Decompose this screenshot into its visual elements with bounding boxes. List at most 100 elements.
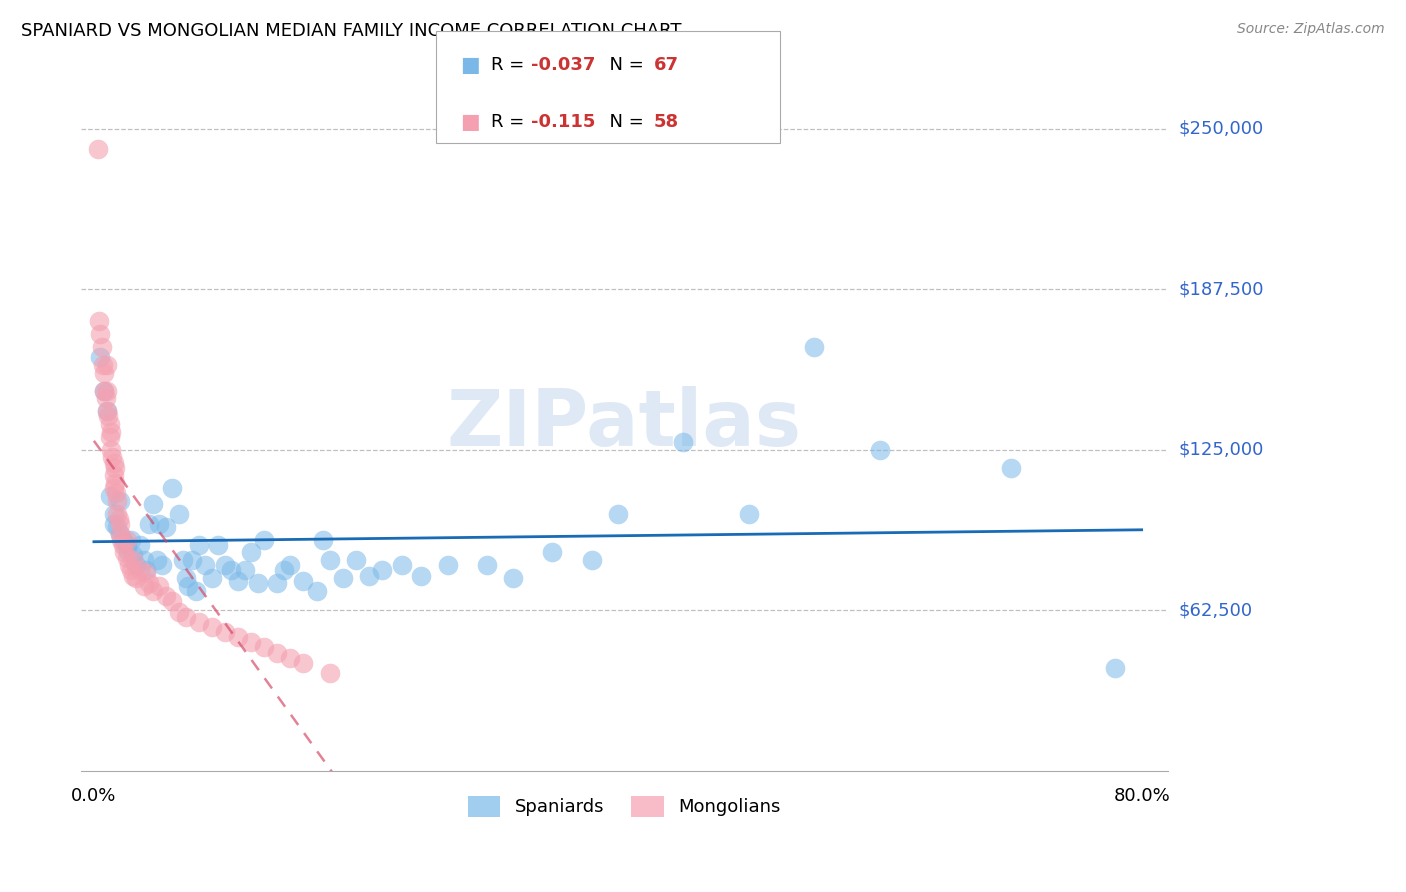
Point (148, 517, 170, 532)
Point (101, 450, 124, 465)
Text: R =: R = (491, 56, 530, 74)
Point (122, 553, 145, 567)
Point (89, 351, 111, 365)
Text: $125,000: $125,000 (1180, 441, 1264, 458)
Point (240, 545, 263, 559)
Point (120, 563, 142, 577)
Point (1104, 661, 1126, 675)
Point (103, 468, 125, 483)
Point (110, 533, 132, 547)
Point (344, 553, 367, 567)
Point (103, 507, 125, 521)
Point (177, 579, 200, 593)
Text: ZIPatlas: ZIPatlas (447, 386, 801, 462)
Point (115, 538, 138, 552)
Point (246, 576, 269, 591)
Point (475, 558, 498, 573)
Text: $62,500: $62,500 (1180, 601, 1253, 619)
Text: $250,000: $250,000 (1180, 120, 1264, 137)
Point (96, 404, 118, 418)
Point (93, 384, 115, 398)
Point (103, 481, 125, 495)
Point (280, 558, 302, 573)
Point (312, 533, 335, 547)
Point (253, 533, 276, 547)
Point (803, 340, 825, 354)
Point (96, 384, 118, 398)
Point (292, 574, 315, 588)
Point (98, 417, 121, 431)
Point (111, 538, 134, 552)
Point (305, 584, 328, 599)
Point (111, 533, 134, 547)
Point (162, 594, 184, 608)
Point (108, 517, 131, 532)
Point (174, 609, 197, 624)
Point (240, 635, 263, 649)
Point (93, 366, 115, 380)
Point (194, 558, 217, 573)
Text: Source: ZipAtlas.com: Source: ZipAtlas.com (1237, 22, 1385, 37)
Point (132, 553, 155, 567)
Point (738, 507, 761, 521)
Point (1000, 460, 1022, 475)
Point (100, 442, 122, 457)
Point (93, 384, 115, 398)
Point (108, 494, 131, 508)
Point (280, 650, 302, 665)
Point (411, 568, 433, 582)
Point (181, 553, 204, 567)
Text: 58: 58 (654, 113, 679, 131)
Point (214, 625, 236, 640)
Point (97, 409, 120, 424)
Point (391, 558, 413, 573)
Point (135, 566, 157, 580)
Point (104, 460, 127, 475)
Point (107, 507, 129, 521)
Point (201, 620, 224, 634)
Point (167, 507, 190, 521)
Point (167, 605, 190, 619)
Point (125, 571, 148, 585)
Point (105, 486, 128, 500)
Point (115, 533, 138, 547)
Point (145, 553, 167, 567)
Point (266, 576, 288, 591)
Point (318, 666, 340, 681)
Point (98, 489, 121, 503)
Point (184, 584, 207, 599)
Text: SPANIARD VS MONGOLIAN MEDIAN FAMILY INCOME CORRELATION CHART: SPANIARD VS MONGOLIAN MEDIAN FAMILY INCO… (21, 22, 682, 40)
Point (125, 558, 148, 573)
Text: ■: ■ (460, 112, 479, 132)
Point (436, 558, 458, 573)
Point (91, 358, 114, 372)
Point (357, 568, 380, 582)
Point (112, 545, 135, 559)
Legend: Spaniards, Mongolians: Spaniards, Mongolians (461, 789, 787, 824)
Point (118, 558, 141, 573)
Point (103, 456, 125, 470)
Point (103, 517, 125, 532)
Point (120, 533, 142, 547)
Point (187, 615, 209, 629)
Point (115, 550, 138, 565)
Point (292, 656, 315, 670)
Text: ■: ■ (460, 55, 479, 75)
Text: R =: R = (491, 113, 530, 131)
Text: -0.115: -0.115 (531, 113, 596, 131)
Point (606, 507, 628, 521)
Point (122, 548, 145, 562)
Point (226, 630, 249, 644)
Point (869, 442, 891, 457)
Point (155, 520, 177, 534)
Point (174, 571, 197, 585)
Point (253, 640, 276, 655)
Point (107, 520, 129, 534)
Point (332, 571, 354, 585)
Point (107, 512, 129, 526)
Point (90, 340, 112, 354)
Point (150, 558, 173, 573)
Point (201, 571, 224, 585)
Point (87, 142, 110, 156)
Point (371, 563, 394, 577)
